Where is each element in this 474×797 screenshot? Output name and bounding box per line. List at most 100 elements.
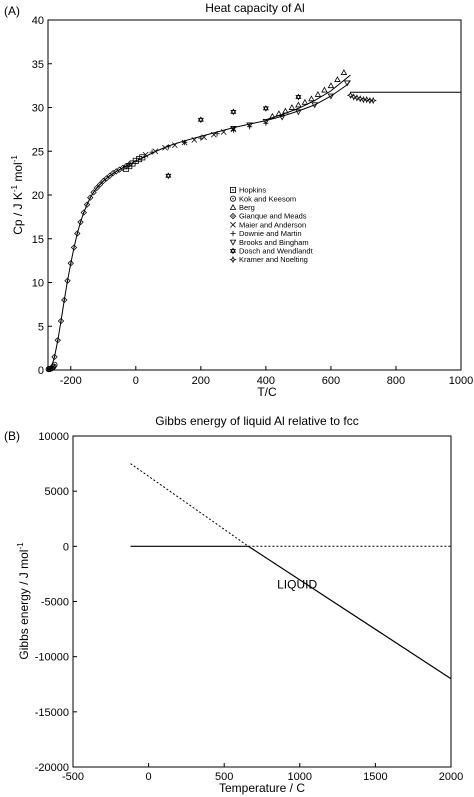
data-point [57,317,65,325]
data-point [311,102,318,109]
x-tick-label: -500 [62,771,84,783]
data-point [116,166,123,173]
data-point [74,230,81,237]
data-point [369,96,377,105]
data-point [103,175,110,182]
y-tick-label: 40 [32,15,44,27]
data-point [220,129,227,135]
legend-label: Brooks and Bingham [239,238,309,247]
x-tick-label: -200 [60,375,82,387]
data-point [214,131,220,137]
y-tick-label: 0 [63,541,69,553]
y-tick-label: -20000 [35,762,69,774]
data-point [356,95,364,103]
data-point [67,260,74,267]
data-point [230,127,236,133]
series-downie-and-martin [149,120,269,155]
legend-item: Downie and Martin [230,229,302,238]
data-point [321,86,328,93]
series-dosch-and-wendlandt [165,93,302,180]
panel-b-title: Gibbs energy of liquid Al relative to fc… [155,414,358,428]
data-point [96,181,104,188]
data-point [247,124,253,130]
data-point [93,184,100,192]
legend-item: Maier and Anderson [230,220,306,229]
y-tick-label: -5000 [41,597,69,609]
data-point [162,144,168,151]
data-point [288,104,296,110]
legend-label: Gianque and Meads [239,212,307,221]
data-point [149,149,155,155]
panel-a-x-axis-title: T/C [257,385,277,399]
legend-item: Berg [229,203,255,212]
y-tick-label: 5000 [45,486,69,498]
data-point [327,82,335,89]
data-point [363,96,371,104]
data-point [51,353,58,361]
panel-b-x-ticks: -500 0 500 1000 1500 2000 [62,763,463,783]
data-point [87,194,94,201]
series-kramer-and-noelting [346,91,377,105]
data-point [301,98,309,105]
legend-marker [229,203,237,210]
data-point [100,177,107,185]
data-point [282,107,289,114]
data-point [230,126,237,132]
dotted-line-3 [130,463,249,547]
data-point [346,91,355,99]
y-tick-label: 10000 [38,431,69,443]
data-point [340,69,348,75]
data-point [61,296,68,304]
legend-marker [230,221,236,228]
y-tick-label: 20 [32,190,44,202]
panel-a-label: (A) [4,4,20,18]
legend-label: Dosch and Wendlandt [239,247,314,256]
panel-a: (A) Heat capacity of Al -200 0 200 400 600 80… [4,1,473,399]
legend-label: Berg [239,203,255,212]
data-point [197,116,204,124]
data-point [350,93,358,101]
data-point [262,104,269,112]
data-point [77,218,84,226]
data-point [201,134,207,141]
data-point [181,139,188,146]
x-tick-label: 600 [322,375,340,387]
data-point [90,189,97,196]
x-tick-label: 0 [146,771,152,783]
data-point [295,101,302,108]
panel-a-data-markers [45,69,377,373]
x-tick-label: 500 [215,771,233,783]
data-point [142,151,149,158]
y-tick-label: -10000 [35,652,69,664]
data-point [51,361,58,368]
data-point [54,337,61,344]
panel-b-lines [130,463,452,680]
data-point [230,108,237,116]
fit-line-2 [265,74,351,121]
legend-marker [229,212,237,220]
panel-a-y-ticks: 0 5 10 15 20 25 30 35 40 [32,15,52,377]
data-point [278,114,286,121]
data-point [126,161,133,168]
x-tick-label: 800 [387,375,405,387]
data-point [210,131,217,138]
data-point [334,76,341,82]
panel-b-label: (B) [4,429,20,443]
y-tick-label: 25 [32,146,44,158]
data-point [295,109,302,116]
data-point [165,144,171,150]
x-tick-label: 2000 [439,771,463,783]
legend-marker [229,239,237,246]
data-point [343,80,351,87]
data-point [139,154,146,161]
x-tick-label: 1000 [449,375,473,387]
panel-a-y-axis-title: Cp / J K-1 mol-1 [10,155,25,235]
x-tick-label: 0 [133,375,139,387]
legend-marker [229,186,236,193]
legend-item: Dosch and Wendlandt [229,247,314,256]
series-kok-and-keesom [45,361,58,373]
panel-b-y-axis-title: Gibbs energy / J mol-1 [16,542,31,660]
x-tick-label: 400 [257,375,275,387]
